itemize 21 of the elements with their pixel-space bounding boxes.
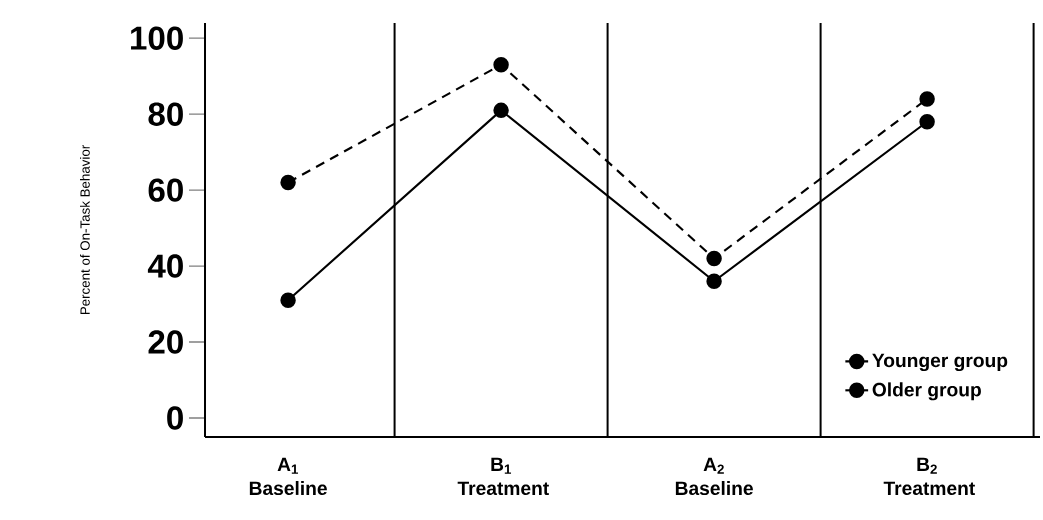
point xyxy=(280,174,296,191)
y-tick-label: 0 xyxy=(167,406,183,430)
y-tick-label: 80 xyxy=(148,102,183,126)
point xyxy=(280,292,296,308)
y-tick-label: 20 xyxy=(148,330,183,354)
point xyxy=(706,250,722,267)
x-tick-label: B$_{1}$ Treatment xyxy=(457,457,549,496)
x-tick-label: A$_{2}$ Baseline xyxy=(675,457,753,496)
point xyxy=(493,102,509,119)
point xyxy=(919,91,935,107)
y-axis-title: Percent of On-Task Behavior xyxy=(80,145,90,315)
y-tick-label: 100 xyxy=(131,26,183,50)
y-tick-label: 40 xyxy=(147,254,183,278)
legend-label: Older group xyxy=(872,382,981,401)
y-tick-label: 60 xyxy=(148,178,183,202)
x-tick-label: A$_{1}$ Baseline xyxy=(249,457,327,496)
point xyxy=(919,114,935,130)
x-tick-label: B$_{2}$ Treatment xyxy=(883,457,975,496)
point xyxy=(493,57,509,73)
point xyxy=(706,273,722,289)
legend-label: Younger group xyxy=(872,353,1008,372)
